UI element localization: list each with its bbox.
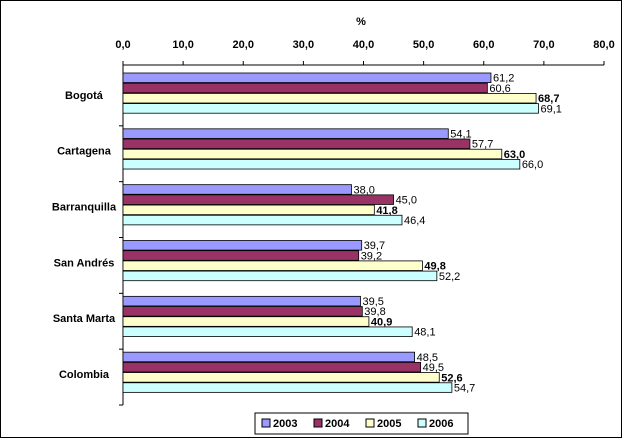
bar bbox=[122, 82, 488, 94]
value-label: 49,8 bbox=[424, 261, 445, 273]
value-label: 45,0 bbox=[396, 195, 417, 207]
value-label: 69,1 bbox=[540, 103, 561, 115]
bar bbox=[122, 103, 539, 114]
bar bbox=[122, 316, 370, 327]
bar bbox=[122, 204, 375, 216]
bar bbox=[122, 184, 352, 195]
value-label: 48,1 bbox=[414, 327, 435, 339]
bar bbox=[122, 93, 537, 104]
value-label: 52,6 bbox=[441, 372, 462, 384]
value-label: 40,9 bbox=[371, 316, 392, 328]
y-tick-label: Barranquilla bbox=[52, 201, 117, 213]
bar bbox=[122, 270, 438, 282]
x-axis-label: % bbox=[356, 16, 366, 28]
value-label: 49,5 bbox=[423, 362, 444, 374]
value-label: 63,0 bbox=[504, 149, 525, 161]
bar bbox=[122, 372, 440, 383]
bar bbox=[122, 306, 363, 317]
x-tick-label: 30,0 bbox=[293, 39, 314, 51]
bar bbox=[122, 214, 403, 226]
value-label: 52,2 bbox=[439, 271, 460, 283]
x-tick-label: 60,0 bbox=[473, 39, 494, 51]
bar bbox=[122, 148, 503, 160]
x-tick-label: 40,0 bbox=[353, 39, 374, 51]
bar bbox=[122, 382, 453, 393]
y-tick-label: Colombia bbox=[59, 369, 110, 381]
x-tick-label: 0,0 bbox=[115, 39, 130, 51]
value-label: 38,0 bbox=[353, 184, 374, 196]
bar bbox=[122, 250, 360, 261]
value-label: 39,2 bbox=[361, 250, 382, 262]
value-label: 39,7 bbox=[364, 240, 385, 252]
legend-swatch bbox=[365, 418, 375, 428]
value-label: 61,2 bbox=[493, 73, 514, 85]
y-tick-label: Bogotá bbox=[65, 90, 104, 102]
x-tick-label: 70,0 bbox=[533, 39, 554, 51]
value-label: 39,8 bbox=[364, 306, 385, 318]
value-label: 54,7 bbox=[454, 382, 475, 394]
legend-swatch bbox=[313, 418, 323, 428]
bar bbox=[122, 194, 394, 205]
x-tick-label: 50,0 bbox=[413, 39, 434, 51]
legend-label: 2004 bbox=[325, 418, 350, 430]
bar bbox=[122, 351, 416, 363]
value-label: 48,5 bbox=[417, 352, 438, 364]
value-label: 66,0 bbox=[522, 159, 543, 171]
bar bbox=[122, 138, 471, 150]
x-tick-label: 20,0 bbox=[233, 39, 254, 51]
x-tick-label: 10,0 bbox=[172, 39, 193, 51]
bar bbox=[122, 326, 413, 337]
value-label: 68,7 bbox=[538, 93, 559, 105]
value-label: 46,4 bbox=[404, 215, 425, 227]
value-label: 57,7 bbox=[472, 139, 493, 151]
legend-label: 2003 bbox=[273, 418, 297, 430]
value-label: 41,8 bbox=[376, 205, 397, 217]
bar bbox=[122, 361, 422, 373]
legend-label: 2005 bbox=[377, 418, 401, 430]
bar bbox=[122, 240, 363, 251]
legend-swatch bbox=[417, 418, 427, 428]
legend-swatch bbox=[261, 418, 271, 428]
y-tick-label: San Andrés bbox=[54, 257, 115, 269]
bar bbox=[122, 128, 449, 139]
value-label: 54,1 bbox=[450, 129, 471, 141]
legend-box bbox=[254, 412, 469, 435]
y-tick-label: Santa Marta bbox=[53, 313, 116, 325]
bar bbox=[122, 159, 521, 170]
bar bbox=[122, 72, 492, 84]
value-label: 39,5 bbox=[362, 296, 383, 308]
bar bbox=[122, 295, 361, 307]
x-tick-label: 80,0 bbox=[593, 39, 614, 51]
bar bbox=[122, 260, 423, 271]
legend-label: 2006 bbox=[429, 418, 453, 430]
value-label: 60,6 bbox=[489, 83, 510, 95]
y-tick-label: Cartagena bbox=[57, 146, 112, 158]
